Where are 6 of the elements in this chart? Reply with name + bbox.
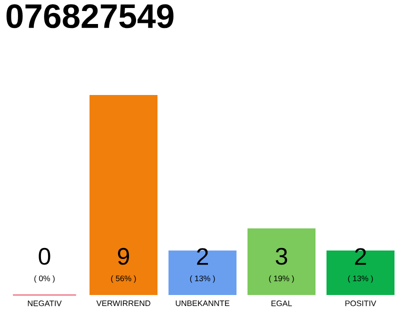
data-label: 2 [197, 248, 208, 265]
data-label: 9 [118, 248, 130, 265]
data-label: 3 [276, 248, 288, 265]
data-label: 2 [355, 248, 366, 265]
chart-title: 076827549 [6, 4, 174, 28]
data-label: 0 [38, 248, 50, 265]
